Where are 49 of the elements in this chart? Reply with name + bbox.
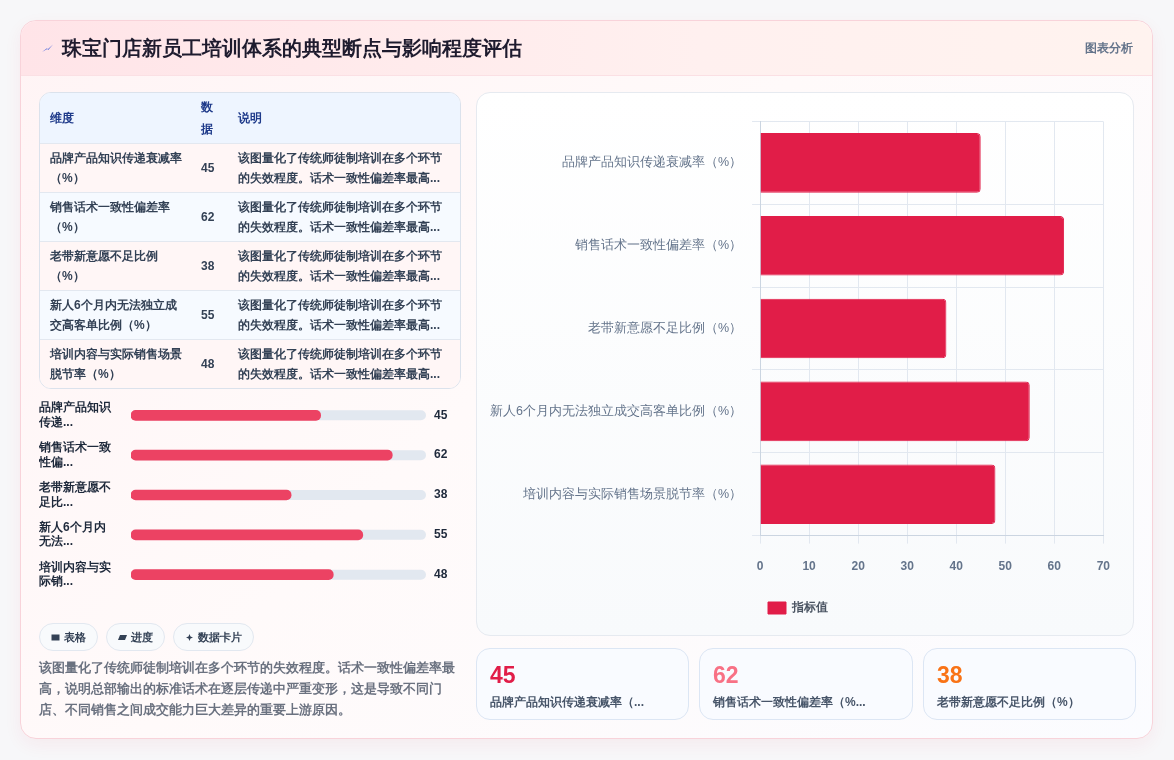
data-label: 48 [191,339,228,388]
text: 表格 [64,629,86,645]
x-tick-label: 10 [802,559,817,574]
data-label: 45 [490,661,516,689]
text: 该图量化了传统师徒制培训在多个环节的失效程度。话术一致性偏差率最高，说明总部输出的标准话术在逐层传递中严重变形，这是导致不同门店、不同销售之间成交能力巨大差异的重要上游原因。 [39,659,456,719]
text: 进度 [131,629,153,645]
y-tick-label: 老带新意愿不足比例（%） [587,321,743,335]
text: 数据 [191,93,228,144]
x-tick-label: 30 [900,559,915,574]
text: 该图量化了传统师徒制培训在多个环节的失效程度。话术一致性偏差率最高... [238,347,442,381]
text: 说明 [228,93,460,144]
category-label: 销售话术一致性偏差率（%... [713,694,866,710]
category-label: 品牌产品知识传递衰减率（... [490,694,645,710]
data-label: 62 [713,661,739,689]
x-tick-label: 60 [1047,559,1062,574]
y-tick-label: 品牌产品知识传递... [38,400,112,429]
data-label: 38 [191,241,228,291]
y-tick-label: 销售话术一致性偏差率（%） [573,237,743,253]
data-label: 38 [434,487,448,502]
y-tick-label: 新人6个月内无法... [38,519,106,549]
y-tick-label: 新人6个月内无法独立成交高客单比例（%） [489,402,743,418]
text: 数据卡片 [198,629,242,645]
data-label: 55 [191,290,228,340]
legend-label: 指标值 [791,600,828,615]
y-tick-label: 销售话术一致性偏... [38,440,111,469]
x-tick-label: 20 [851,559,866,574]
data-label: 45 [434,407,448,422]
y-tick-label: 培训内容与实际销... [38,559,111,589]
data-label: 45 [191,143,228,193]
text: 该图量化了传统师徒制培训在多个环节的失效程度。话术一致性偏差率最高... [238,298,442,332]
data-label: 48 [434,566,448,581]
category-label: 老带新意愿不足比例（%） [937,694,1080,710]
text: 该图量化了传统师徒制培训在多个环节的失效程度。话术一致性偏差率最高... [238,249,442,283]
data-label: 55 [434,527,448,542]
data-label: 38 [937,661,963,689]
data-label: 62 [434,447,448,462]
text: 珠宝门店新员工培训体系的典型断点与影响程度评估 [62,36,522,60]
y-tick-label: 老带新意愿不足比... [38,480,111,509]
x-tick-label: 0 [756,559,764,574]
x-tick-label: 50 [998,559,1013,574]
x-tick-label: 70 [1096,559,1111,574]
y-tick-label: 培训内容与实际销售场景脱节率（%） [521,485,743,501]
data-label: 62 [191,192,228,242]
text: 图表分析 [1085,40,1133,56]
text: 该图量化了传统师徒制培训在多个环节的失效程度。话术一致性偏差率最高... [228,143,460,193]
y-tick-label: 品牌产品知识传递衰减率（%） [561,154,743,170]
x-tick-label: 40 [949,559,964,574]
text: 维度 [40,93,191,144]
text: 该图量化了传统师徒制培训在多个环节的失效程度。话术一致性偏差率最高... [238,200,442,234]
